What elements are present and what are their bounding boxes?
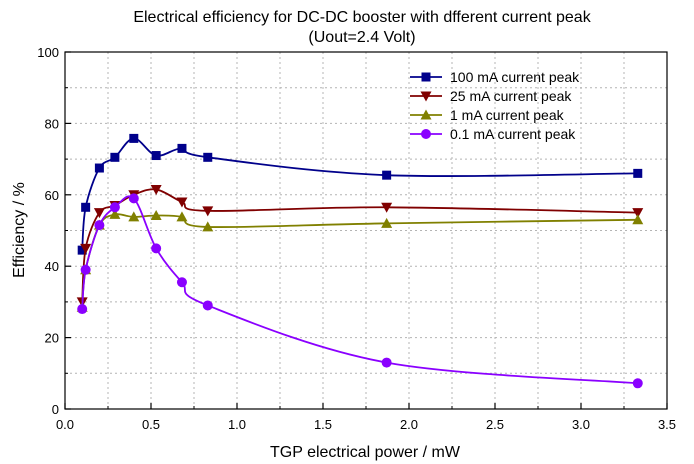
data-point-2 <box>128 211 140 222</box>
data-point-0 <box>382 170 392 180</box>
data-point-3 <box>128 193 139 204</box>
x-tick-label: 0.5 <box>142 417 160 432</box>
x-axis-label: TGP electrical power / mW <box>270 444 461 461</box>
data-point-0 <box>81 202 91 212</box>
data-point-3 <box>109 202 120 213</box>
data-point-1 <box>381 202 393 213</box>
data-point-0 <box>77 245 87 255</box>
data-point-2 <box>202 221 214 232</box>
grid <box>65 52 667 409</box>
x-tick-label: 3.0 <box>572 417 590 432</box>
legend-marker <box>421 72 431 82</box>
y-tick-label: 20 <box>45 331 59 346</box>
y-tick-label: 80 <box>45 116 59 131</box>
data-point-0 <box>151 151 161 161</box>
x-tick-label: 0.0 <box>56 417 74 432</box>
data-point-3 <box>94 220 105 231</box>
legend-marker <box>421 129 431 139</box>
data-point-1 <box>176 197 188 208</box>
data-point-0 <box>94 163 104 173</box>
data-point-2 <box>176 211 188 222</box>
x-tick-label: 3.5 <box>658 417 676 432</box>
chart-title: Electrical efficiency for DC-DC booster … <box>133 9 591 26</box>
legend-label: 0.1 mA current peak <box>450 126 576 142</box>
data-point-3 <box>632 378 643 389</box>
y-tick-label: 100 <box>37 45 59 60</box>
series-line-0 <box>81 137 638 251</box>
plot-area <box>76 133 644 389</box>
y-tick-label: 40 <box>45 259 59 274</box>
series-line-1 <box>81 188 638 302</box>
legend-label: 1 mA current peak <box>450 107 565 123</box>
data-point-0 <box>110 152 120 162</box>
data-point-3 <box>80 264 91 275</box>
data-point-2 <box>632 214 644 225</box>
legend-label: 25 mA current peak <box>450 88 572 104</box>
data-point-3 <box>151 243 162 254</box>
legend: 100 mA current peak 25 mA current peak 1 m… <box>410 69 580 142</box>
data-point-0 <box>203 152 213 162</box>
data-point-2 <box>381 217 393 228</box>
data-point-3 <box>381 357 392 368</box>
data-point-2 <box>109 208 121 219</box>
x-tick-label: 2.0 <box>400 417 418 432</box>
data-point-0 <box>177 143 187 153</box>
data-point-1 <box>632 208 644 219</box>
data-point-0 <box>129 133 139 143</box>
axes: 0.0 0.5 1.0 1.5 2.0 2.5 3.0 3.5 0 20 40 60 80 100 <box>37 45 676 432</box>
data-point-3 <box>77 304 88 315</box>
y-tick-label: 0 <box>52 402 59 417</box>
chart-subtitle: (Uout=2.4 Volt) <box>308 29 415 46</box>
data-point-0 <box>633 168 643 178</box>
series-line-2 <box>81 213 638 308</box>
data-point-3 <box>176 277 187 288</box>
x-tick-label: 1.0 <box>228 417 246 432</box>
y-axis-label: Efficiency / % <box>11 182 28 278</box>
data-point-2 <box>150 210 162 221</box>
x-tick-label: 2.5 <box>486 417 504 432</box>
legend-marker <box>420 109 432 120</box>
data-point-3 <box>202 300 213 311</box>
legend-label: 100 mA current peak <box>450 69 580 85</box>
data-point-1 <box>202 206 214 217</box>
data-point-1 <box>80 243 92 254</box>
data-point-1 <box>150 184 162 195</box>
y-tick-label: 60 <box>45 188 59 203</box>
data-point-1 <box>93 208 105 219</box>
legend-marker <box>420 91 432 102</box>
x-tick-label: 1.5 <box>314 417 332 432</box>
